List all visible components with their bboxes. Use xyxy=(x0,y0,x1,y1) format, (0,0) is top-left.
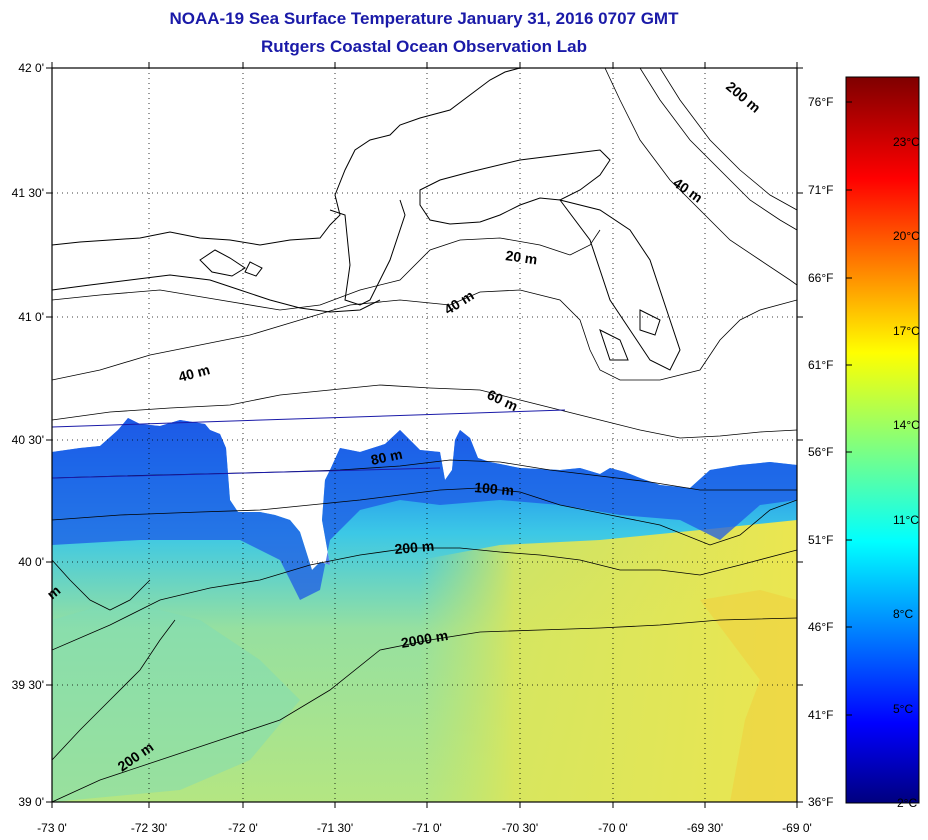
contour-label-20m: 20 m xyxy=(505,247,539,267)
lon-tick-72-30: -72 30' xyxy=(131,821,167,835)
contour-40m-a xyxy=(52,289,797,381)
c-label-14: 14°C xyxy=(893,418,920,432)
contour-shelf-west xyxy=(52,559,151,611)
f-label-36: 36°F xyxy=(808,795,833,809)
lat-tick-42: 42 0' xyxy=(18,61,44,75)
latitude-axis: 42 0' 41 30' 41 0' 40 30' 40 0' 39 30' 3… xyxy=(12,61,803,809)
lat-tick-39: 39 0' xyxy=(18,795,44,809)
map-title: NOAA-19 Sea Surface Temperature January … xyxy=(169,9,679,28)
lon-tick-72: -72 0' xyxy=(228,821,258,835)
lat-tick-39-30: 39 30' xyxy=(12,678,44,692)
fahrenheit-scale: 76°F 71°F 66°F 61°F 56°F 51°F 46°F 41°F … xyxy=(808,95,833,809)
lat-tick-40-30: 40 30' xyxy=(12,433,44,447)
trackline-north xyxy=(52,409,566,428)
colorbar xyxy=(845,76,920,804)
f-label-41: 41°F xyxy=(808,708,833,722)
contour-2000m xyxy=(52,617,797,802)
contour-200m xyxy=(52,547,797,651)
c-label-17: 17°C xyxy=(893,324,920,338)
lon-tick-73: -73 0' xyxy=(37,821,67,835)
coastline-islands-west xyxy=(199,249,263,277)
f-label-66: 66°F xyxy=(808,271,833,285)
c-label-8: 8°C xyxy=(893,607,913,621)
f-label-71: 71°F xyxy=(808,183,833,197)
colorbar-ticks xyxy=(846,101,852,716)
lon-tick-71-30: -71 30' xyxy=(317,821,353,835)
coastline-long-island xyxy=(52,274,381,313)
lon-tick-69: -69 0' xyxy=(782,821,812,835)
longitude-axis: -73 0' -72 30' -72 0' -71 30' -71 0' -70… xyxy=(37,62,812,835)
contour-40m-b xyxy=(604,68,797,286)
contour-ne-200m xyxy=(639,68,797,231)
f-label-46: 46°F xyxy=(808,620,833,634)
map-frame xyxy=(51,67,798,803)
lat-tick-41-30: 41 30' xyxy=(12,186,44,200)
lon-tick-70-30: -70 30' xyxy=(502,821,538,835)
contour-label-100m: 100 m xyxy=(474,479,515,498)
lon-tick-71: -71 0' xyxy=(412,821,442,835)
graticule xyxy=(52,68,797,802)
coastline-mainland xyxy=(52,68,521,246)
contour-label-40m-west: 40 m xyxy=(177,361,212,385)
lon-tick-70: -70 0' xyxy=(598,821,628,835)
sst-hot-patch xyxy=(700,590,797,802)
contour-20m xyxy=(52,229,601,311)
map-subtitle: Rutgers Coastal Ocean Observation Lab xyxy=(261,37,587,56)
sst-field xyxy=(52,418,797,802)
c-label-2: 2°C xyxy=(897,796,917,810)
bathymetry-contours xyxy=(52,68,797,802)
trackline-south xyxy=(52,467,441,479)
lat-tick-40: 40 0' xyxy=(18,555,44,569)
coastline-shoals xyxy=(558,199,681,371)
contour-label-40m-mid: 40 m xyxy=(441,287,477,317)
f-label-61: 61°F xyxy=(808,358,833,372)
f-label-76: 76°F xyxy=(808,95,833,109)
contour-100m xyxy=(52,487,797,546)
contour-200m-sw xyxy=(52,619,176,761)
c-label-23: 23°C xyxy=(893,135,920,149)
coastline-island-east xyxy=(599,309,661,361)
coastlines xyxy=(52,68,681,371)
lon-tick-69-30: -69 30' xyxy=(687,821,723,835)
contour-label-80m: 80 m xyxy=(369,446,404,468)
contour-label-200m-ne: 200 m xyxy=(723,78,764,116)
coastline-bay xyxy=(329,199,406,306)
f-label-51: 51°F xyxy=(808,533,833,547)
lat-tick-41: 41 0' xyxy=(18,310,44,324)
c-label-20: 20°C xyxy=(893,229,920,243)
contour-60m xyxy=(52,384,797,439)
sst-warm-zone xyxy=(420,520,797,802)
contour-label-200m: 200 m xyxy=(394,538,435,557)
sst-shelf-patch xyxy=(52,600,300,802)
c-label-11: 11°C xyxy=(893,513,919,527)
contour-label-40m-east: 40 m xyxy=(670,174,705,205)
f-label-56: 56°F xyxy=(808,445,833,459)
coastline-cape xyxy=(419,149,611,225)
c-label-5: 5°C xyxy=(893,702,913,716)
tracklines xyxy=(52,409,566,479)
contour-label-60m: 60 m xyxy=(485,386,521,414)
sst-cold-edge xyxy=(52,418,797,600)
celsius-scale: 23°C 20°C 17°C 14°C 11°C 8°C 5°C 2°C xyxy=(893,135,920,810)
